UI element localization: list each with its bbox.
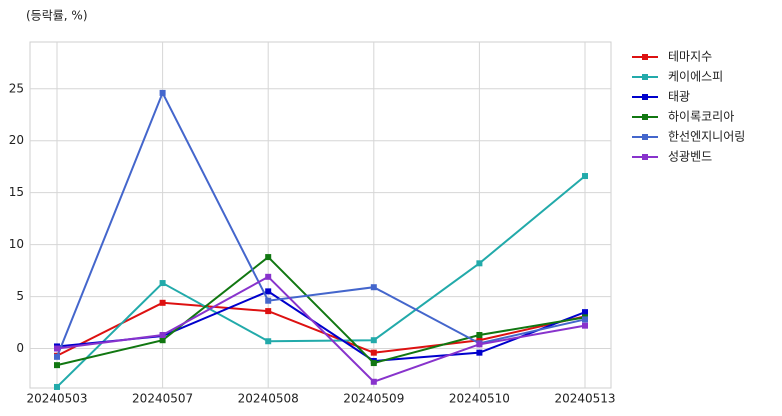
series-line (56, 301, 586, 357)
chart-title: (등락률, %) (26, 9, 88, 23)
legend-label: 한선엔지니어링 (668, 130, 745, 144)
point (476, 260, 483, 267)
point (370, 284, 377, 291)
point (582, 309, 588, 316)
legend-label: 케이에스피 (668, 70, 723, 84)
point (582, 322, 588, 329)
point (265, 338, 272, 345)
legend-marker (642, 154, 648, 160)
legend-marker (642, 54, 648, 60)
x-tick-label: 20240503 (26, 392, 87, 406)
point (265, 288, 272, 295)
point (370, 360, 377, 367)
point (159, 337, 166, 344)
legend-marker (642, 134, 648, 140)
legend-label: 하이록코리아 (668, 110, 734, 124)
series-line (56, 275, 586, 383)
point (370, 337, 377, 344)
point (370, 378, 377, 385)
point (54, 362, 60, 369)
legend-marker (642, 74, 648, 80)
point (159, 299, 166, 306)
legend-label: 테마지수 (668, 50, 712, 64)
y-tick-label: 0 (16, 341, 24, 355)
point (370, 349, 377, 356)
point (265, 254, 272, 261)
series-line (56, 290, 586, 363)
series-line (56, 90, 586, 358)
legend-marker (642, 114, 648, 120)
point (54, 383, 60, 390)
point (159, 89, 166, 96)
x-tick-label: 20240509 (343, 392, 404, 406)
point (476, 349, 483, 356)
y-tick-label: 10 (9, 237, 24, 251)
plot-frame (29, 41, 612, 389)
x-tick-label: 20240513 (554, 392, 615, 406)
point (582, 316, 588, 323)
legend-label: 성광벤드 (668, 150, 712, 164)
point (265, 297, 272, 304)
series-line (56, 255, 586, 367)
point (159, 332, 166, 339)
x-tick-label: 20240508 (238, 392, 299, 406)
point (582, 173, 588, 180)
y-tick-label: 15 (9, 185, 24, 199)
y-tick-label: 20 (9, 133, 24, 147)
point (54, 353, 60, 360)
legend-marker (642, 94, 648, 100)
x-tick-label: 20240510 (449, 392, 510, 406)
point (476, 332, 483, 339)
series-line (56, 175, 586, 388)
y-tick-label: 25 (9, 81, 24, 95)
point (265, 308, 272, 315)
point (265, 273, 272, 280)
x-tick-label: 20240507 (132, 392, 193, 406)
point (54, 345, 60, 352)
y-tick-label: 5 (16, 289, 24, 303)
point (159, 280, 166, 287)
legend-label: 태광 (668, 90, 690, 104)
point (476, 341, 483, 348)
point (476, 337, 483, 344)
